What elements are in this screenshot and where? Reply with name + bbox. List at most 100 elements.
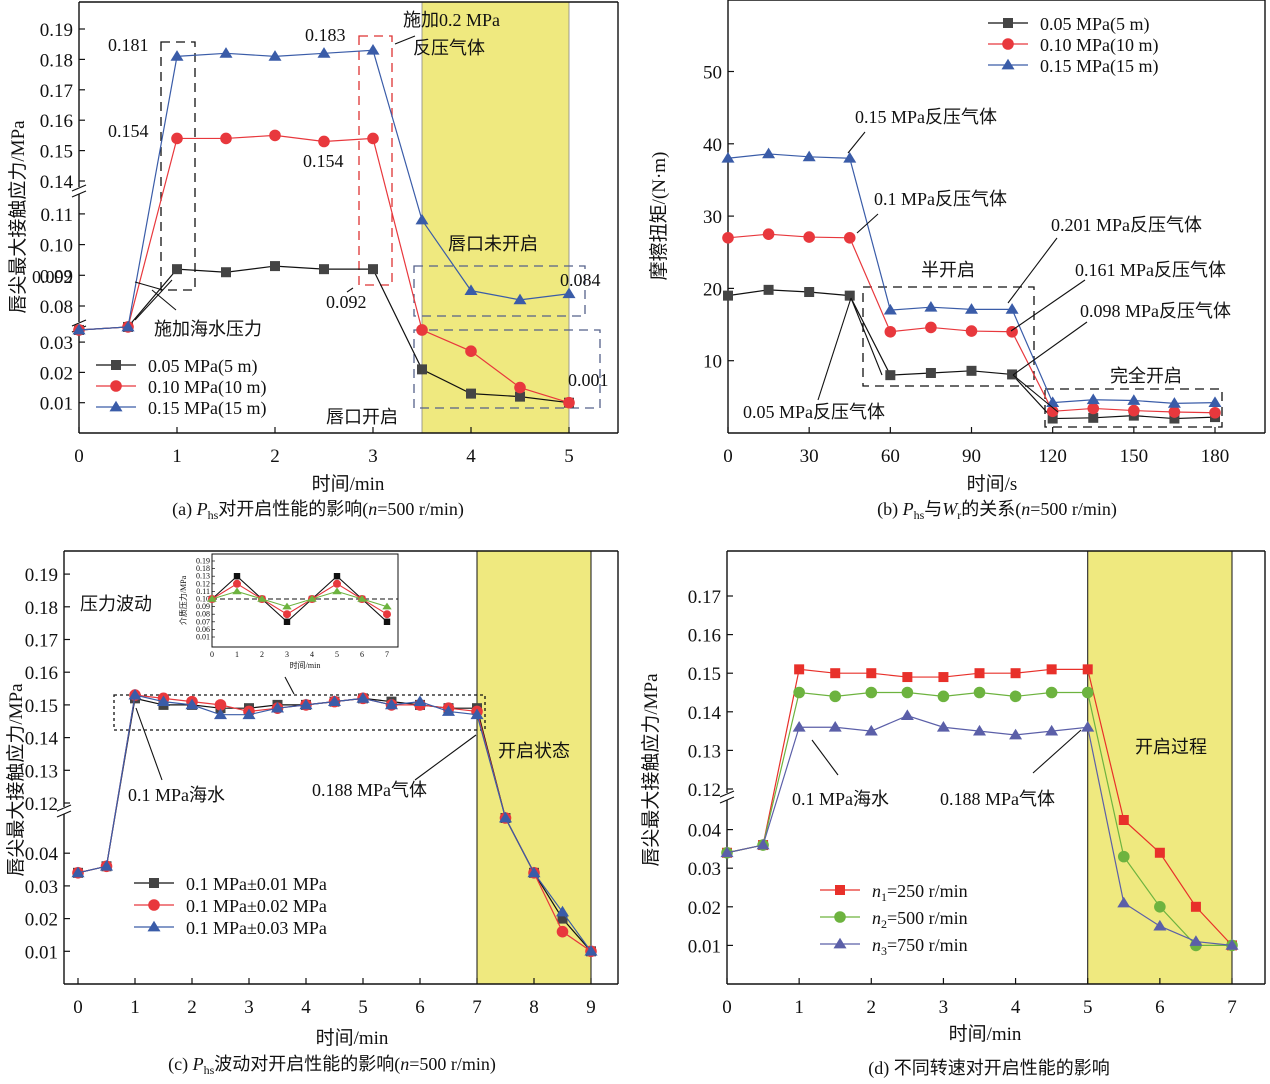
annotation: 0.161 MPa反压气体 — [1075, 260, 1226, 280]
data-point — [465, 345, 477, 357]
y-tick-label: 30 — [703, 207, 722, 228]
x-tick-label: 1 — [130, 997, 140, 1018]
inset-y-tick-label: 0.13 — [196, 572, 210, 581]
data-point — [368, 264, 378, 275]
y-axis-title: 唇尖最大接触应力/MPa — [5, 683, 27, 877]
inset-x-tick-label: 6 — [360, 650, 364, 659]
y-tick-label: 0.04 — [688, 821, 722, 842]
leader-line — [151, 289, 177, 311]
inset-data-point — [257, 595, 267, 602]
data-point — [515, 391, 525, 402]
data-point — [1208, 396, 1222, 408]
inset-y-tick-label: 0.12 — [196, 579, 210, 588]
annotation: 0.15 MPa反压气体 — [855, 107, 997, 127]
annotation: 0.05 MPa反压气体 — [743, 402, 885, 422]
legend-item: n2=500 r/min — [820, 908, 968, 931]
legend-label: 0.1 MPa±0.03 MPa — [186, 918, 327, 938]
x-tick-label: 6 — [415, 997, 425, 1018]
data-point — [100, 860, 113, 871]
y-tick-label: 0.18 — [40, 50, 73, 71]
data-point — [527, 866, 541, 878]
series-3 — [720, 709, 1239, 950]
data-point — [843, 231, 856, 244]
x-axis-title: 时间/s — [967, 473, 1018, 495]
annotation: 0.183 — [305, 25, 346, 45]
leader-line — [1032, 729, 1082, 774]
legend-item: 0.15 MPa(15 m) — [988, 56, 1159, 77]
inset-x-tick-label: 7 — [385, 650, 389, 659]
data-point — [802, 150, 816, 162]
annotation: 0.1 MPa海水 — [128, 785, 225, 805]
inset-series-3 — [207, 587, 392, 610]
data-point — [1005, 303, 1019, 314]
data-point — [219, 47, 233, 58]
legend-item: 0.10 MPa(10 m) — [988, 35, 1159, 56]
caption: (d) 不同转速对开启性能的影响 — [868, 1058, 1110, 1079]
legend-item: 0.10 MPa(10 m) — [96, 377, 267, 398]
inset-x-tick-label: 5 — [335, 650, 339, 659]
data-point — [844, 290, 855, 301]
inset-frame — [211, 553, 399, 648]
data-point — [299, 698, 313, 710]
data-point — [563, 396, 575, 409]
annotation: 反压气体 — [413, 38, 485, 58]
leader-line — [1010, 279, 1086, 332]
legend-label: 0.15 MPa(15 m) — [148, 398, 267, 419]
inset-data-point — [207, 595, 217, 602]
data-point — [214, 699, 227, 711]
data-point — [937, 690, 950, 703]
inset-y-tick-label: 0.10 — [196, 595, 210, 604]
data-point — [1154, 847, 1165, 858]
data-point — [1082, 664, 1093, 675]
leader-line — [414, 734, 477, 781]
data-point — [514, 381, 526, 394]
data-point — [121, 320, 135, 332]
y-tick-label: 0.16 — [25, 663, 58, 684]
inset-y-tick-label: 0.08 — [196, 610, 210, 619]
annotation: 0.1 MPa反压气体 — [874, 189, 1007, 209]
data-point — [828, 720, 842, 732]
legend-marker — [149, 878, 159, 888]
data-point — [1189, 935, 1203, 946]
inset-y-tick-label: 0.01 — [196, 633, 210, 642]
dashed-box-gas — [358, 35, 393, 286]
leader-line — [284, 676, 295, 695]
annotation: 开启状态 — [498, 741, 570, 761]
x-tick-label: 5 — [1083, 997, 1093, 1018]
data-point — [966, 365, 977, 376]
x-tick-label: 9 — [586, 997, 596, 1018]
chart-a-svg: 0 1 2 3 4 5 0.01 0.02 0.03 0.08 0.09 0.10 0.11 0.14 0.… — [7, 1, 619, 522]
x-tick-label: 6 — [1155, 997, 1165, 1018]
legend-label: 0.05 MPa(5 m) — [1040, 14, 1150, 35]
y-tick-label: 0.09 — [40, 266, 73, 287]
data-point — [762, 147, 776, 159]
data-point — [242, 708, 256, 720]
legend-item: 0.1 MPa±0.01 MPa — [134, 874, 327, 894]
data-point — [865, 686, 878, 699]
annotation: 完全开启 — [1110, 366, 1182, 386]
data-point — [843, 152, 857, 163]
y-tick-label: 0.03 — [40, 333, 73, 354]
x-tick-label: 180 — [1201, 446, 1230, 467]
x-tick-label: 0 — [722, 997, 732, 1018]
data-point — [416, 324, 428, 336]
caption: (a) Phs对开启性能的影响(n=500 r/min) — [172, 499, 464, 522]
annotation: 半开启 — [921, 260, 975, 280]
inset-data-point — [307, 595, 317, 602]
x-tick-label: 2 — [187, 997, 197, 1018]
data-point — [1009, 728, 1023, 740]
data-point — [762, 228, 775, 240]
data-point — [1087, 402, 1100, 415]
inset-series-line — [211, 590, 388, 608]
y-axis-title: 唇尖最大接触应力/MPa — [640, 673, 662, 867]
x-tick-label: 2 — [270, 446, 280, 467]
annotation: 0.098 MPa反压气体 — [1080, 301, 1231, 321]
chart-c-svg: 0 1 2 3 4 5 6 7 8 90.010.020.030.040.120.130.140.… — [5, 550, 619, 1077]
annotation: 压力波动 — [80, 594, 152, 614]
data-point — [170, 50, 184, 61]
data-point — [220, 132, 232, 145]
data-point — [214, 708, 227, 720]
y-tick-label: 20 — [703, 279, 722, 300]
data-point — [157, 695, 170, 707]
x-tick-label: 60 — [881, 446, 900, 467]
